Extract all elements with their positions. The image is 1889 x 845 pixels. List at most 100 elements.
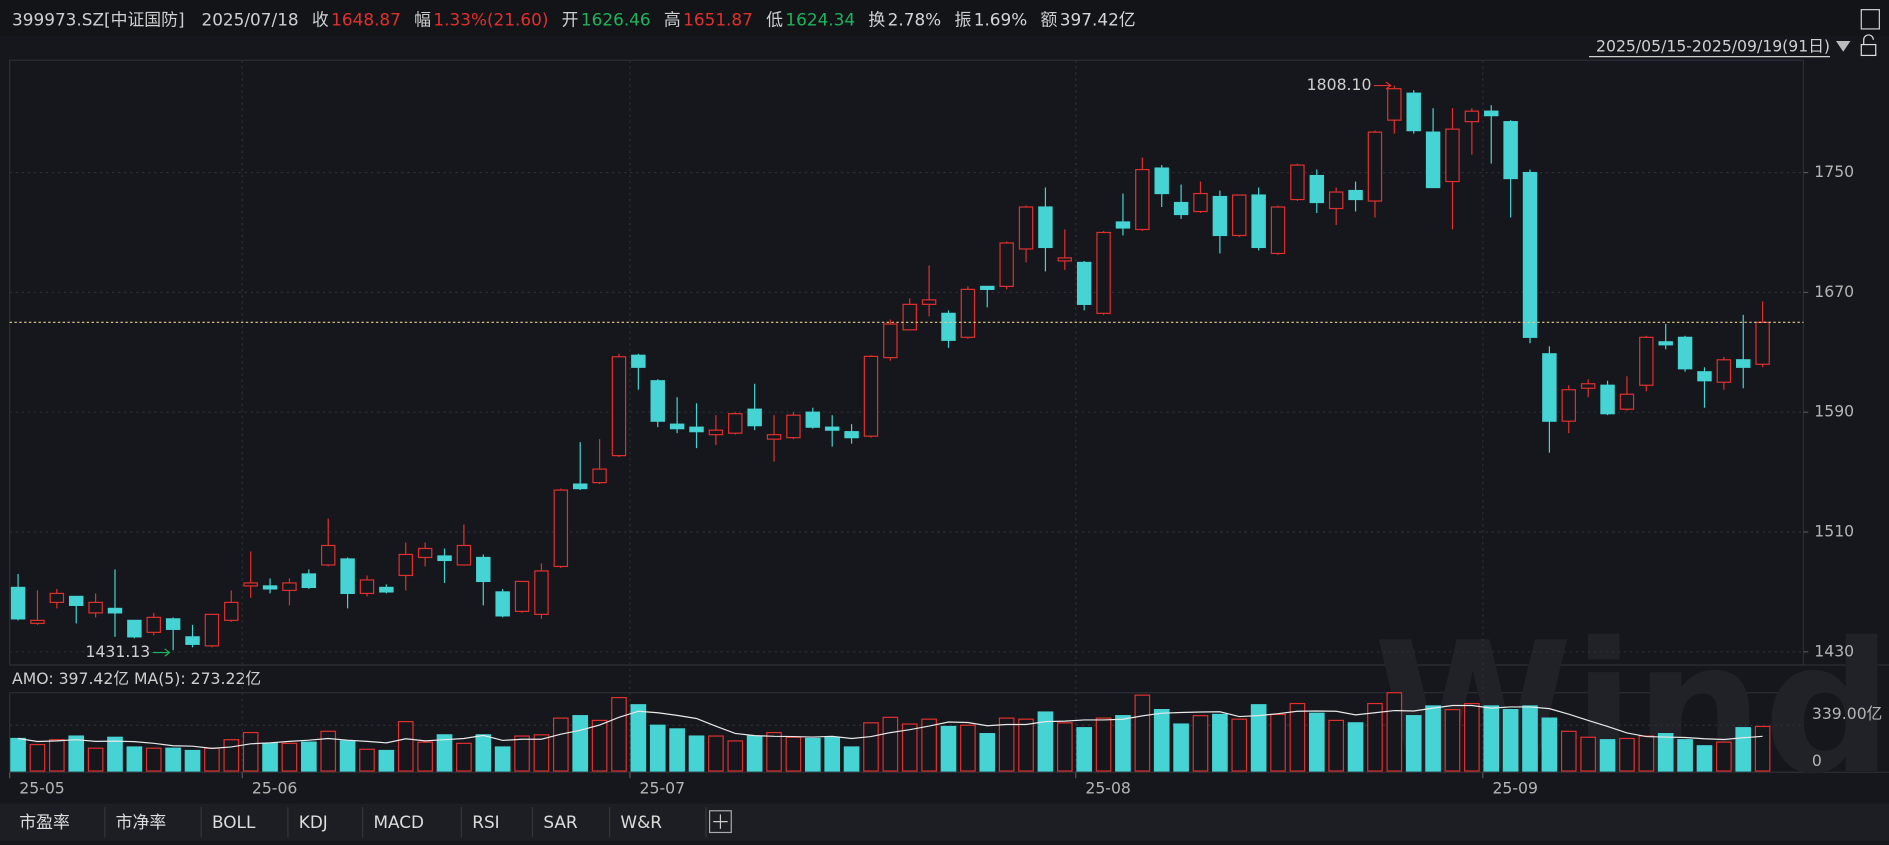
volume-bar [1212,713,1228,772]
watermark: Wind [1373,603,1889,814]
volume-bar [1231,718,1248,772]
wp-icon[interactable] [1860,9,1880,30]
candle-body [1309,174,1325,204]
tab[interactable] [363,804,461,840]
volume-bar [552,717,569,772]
tab-label[interactable]: KDJ [299,812,328,832]
candle-body [534,570,549,615]
candle-body [863,355,879,437]
tab-label[interactable]: RSI [472,812,499,832]
candle-body [146,616,161,633]
volume-bar [572,715,589,772]
tab-label[interactable]: MACD [373,812,424,832]
tab-label[interactable]: 市盈率 [19,812,70,832]
candle-body [844,431,859,439]
lock-icon[interactable] [1860,34,1877,57]
field-label: 收 [312,9,329,29]
volume-bar [804,737,821,772]
volume-bar [475,734,492,772]
y-tick-label: 1430 [1814,641,1854,660]
candle-body [728,413,743,434]
y-tick-label: 1670 [1814,282,1854,301]
volume-bar [766,731,782,772]
volume-bar [281,742,298,772]
candle-body [824,426,840,431]
tab[interactable] [533,804,609,840]
add-tab[interactable] [708,810,732,834]
volume-bar [456,742,472,772]
volume-bar [1270,713,1286,772]
volume-bar [533,734,550,772]
candle-body [243,582,258,587]
volume-bar [746,735,763,772]
wp-icon-box[interactable] [1860,9,1880,30]
y-tick-label: 1590 [1814,402,1854,421]
volume-bar [1599,739,1616,772]
tab[interactable] [106,804,200,840]
candle-body [1038,206,1053,249]
candle-body [766,434,782,440]
tab[interactable] [202,804,287,840]
candle-body [1697,371,1712,382]
candle-body [1561,389,1577,422]
volume-bar [436,734,453,772]
candle-body [340,558,355,595]
volume-bar [591,719,608,772]
volume-bar [1367,702,1383,772]
volume-bar [1328,719,1345,772]
tab-label[interactable]: W&R [620,812,662,832]
candle-body [49,592,65,604]
volume-bar [1347,722,1364,772]
field-label: 振 [954,9,971,29]
candle-body [553,489,569,568]
tab-label[interactable]: 市净率 [116,812,167,832]
candle-body [68,595,84,606]
volume-bar [1076,727,1093,772]
candle-body [1542,353,1557,422]
volume-bar [1173,723,1189,772]
volume-bar [397,721,414,772]
tab[interactable] [462,804,532,840]
candle-body [476,556,491,583]
volume-bar [300,741,317,772]
tab-label[interactable]: BOLL [212,812,256,832]
label-arrowhead [164,648,171,657]
candle-body [1328,191,1344,210]
volume-bar [165,747,181,772]
field-label: 开 [562,9,579,29]
y-tick-label: 1750 [1814,162,1854,181]
field-value: 1.69% [974,9,1028,29]
volume-bar [68,735,85,772]
volume-bar [669,728,685,772]
range-dropdown[interactable] [1835,40,1851,52]
candle-body [1076,261,1092,305]
volume-bar [204,747,220,772]
volume-bar [1483,705,1500,772]
x-tick-label: 25-06 [252,779,298,798]
tab[interactable] [9,804,104,840]
candle-body [1173,201,1189,216]
candle-body [1387,88,1402,121]
field-label: 高 [664,9,681,29]
lock-body[interactable] [1860,43,1877,57]
tab[interactable] [610,804,705,840]
candle-body [88,601,103,614]
candle-body [1639,336,1654,386]
field-value: 1.33%(21.60) [433,9,548,29]
date-range[interactable]: 2025/05/15-2025/09/19(91日) [1596,36,1830,55]
field-label: 额 [1041,9,1058,29]
candle-body [1270,206,1286,255]
field-value: 1626.46 [581,9,651,29]
candle-body [320,544,336,566]
tab[interactable] [289,804,362,840]
candle-body [1057,257,1073,262]
tab-label[interactable]: SAR [543,812,578,832]
candle-body [572,483,588,490]
volume-bar [1444,708,1461,772]
volume-bar [1735,727,1752,772]
max-label: 1808.10 [1307,75,1372,94]
candle-body [1154,167,1169,195]
